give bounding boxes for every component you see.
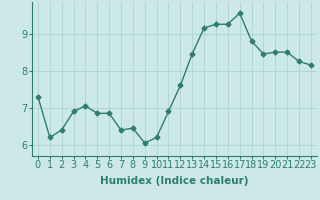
X-axis label: Humidex (Indice chaleur): Humidex (Indice chaleur) (100, 176, 249, 186)
